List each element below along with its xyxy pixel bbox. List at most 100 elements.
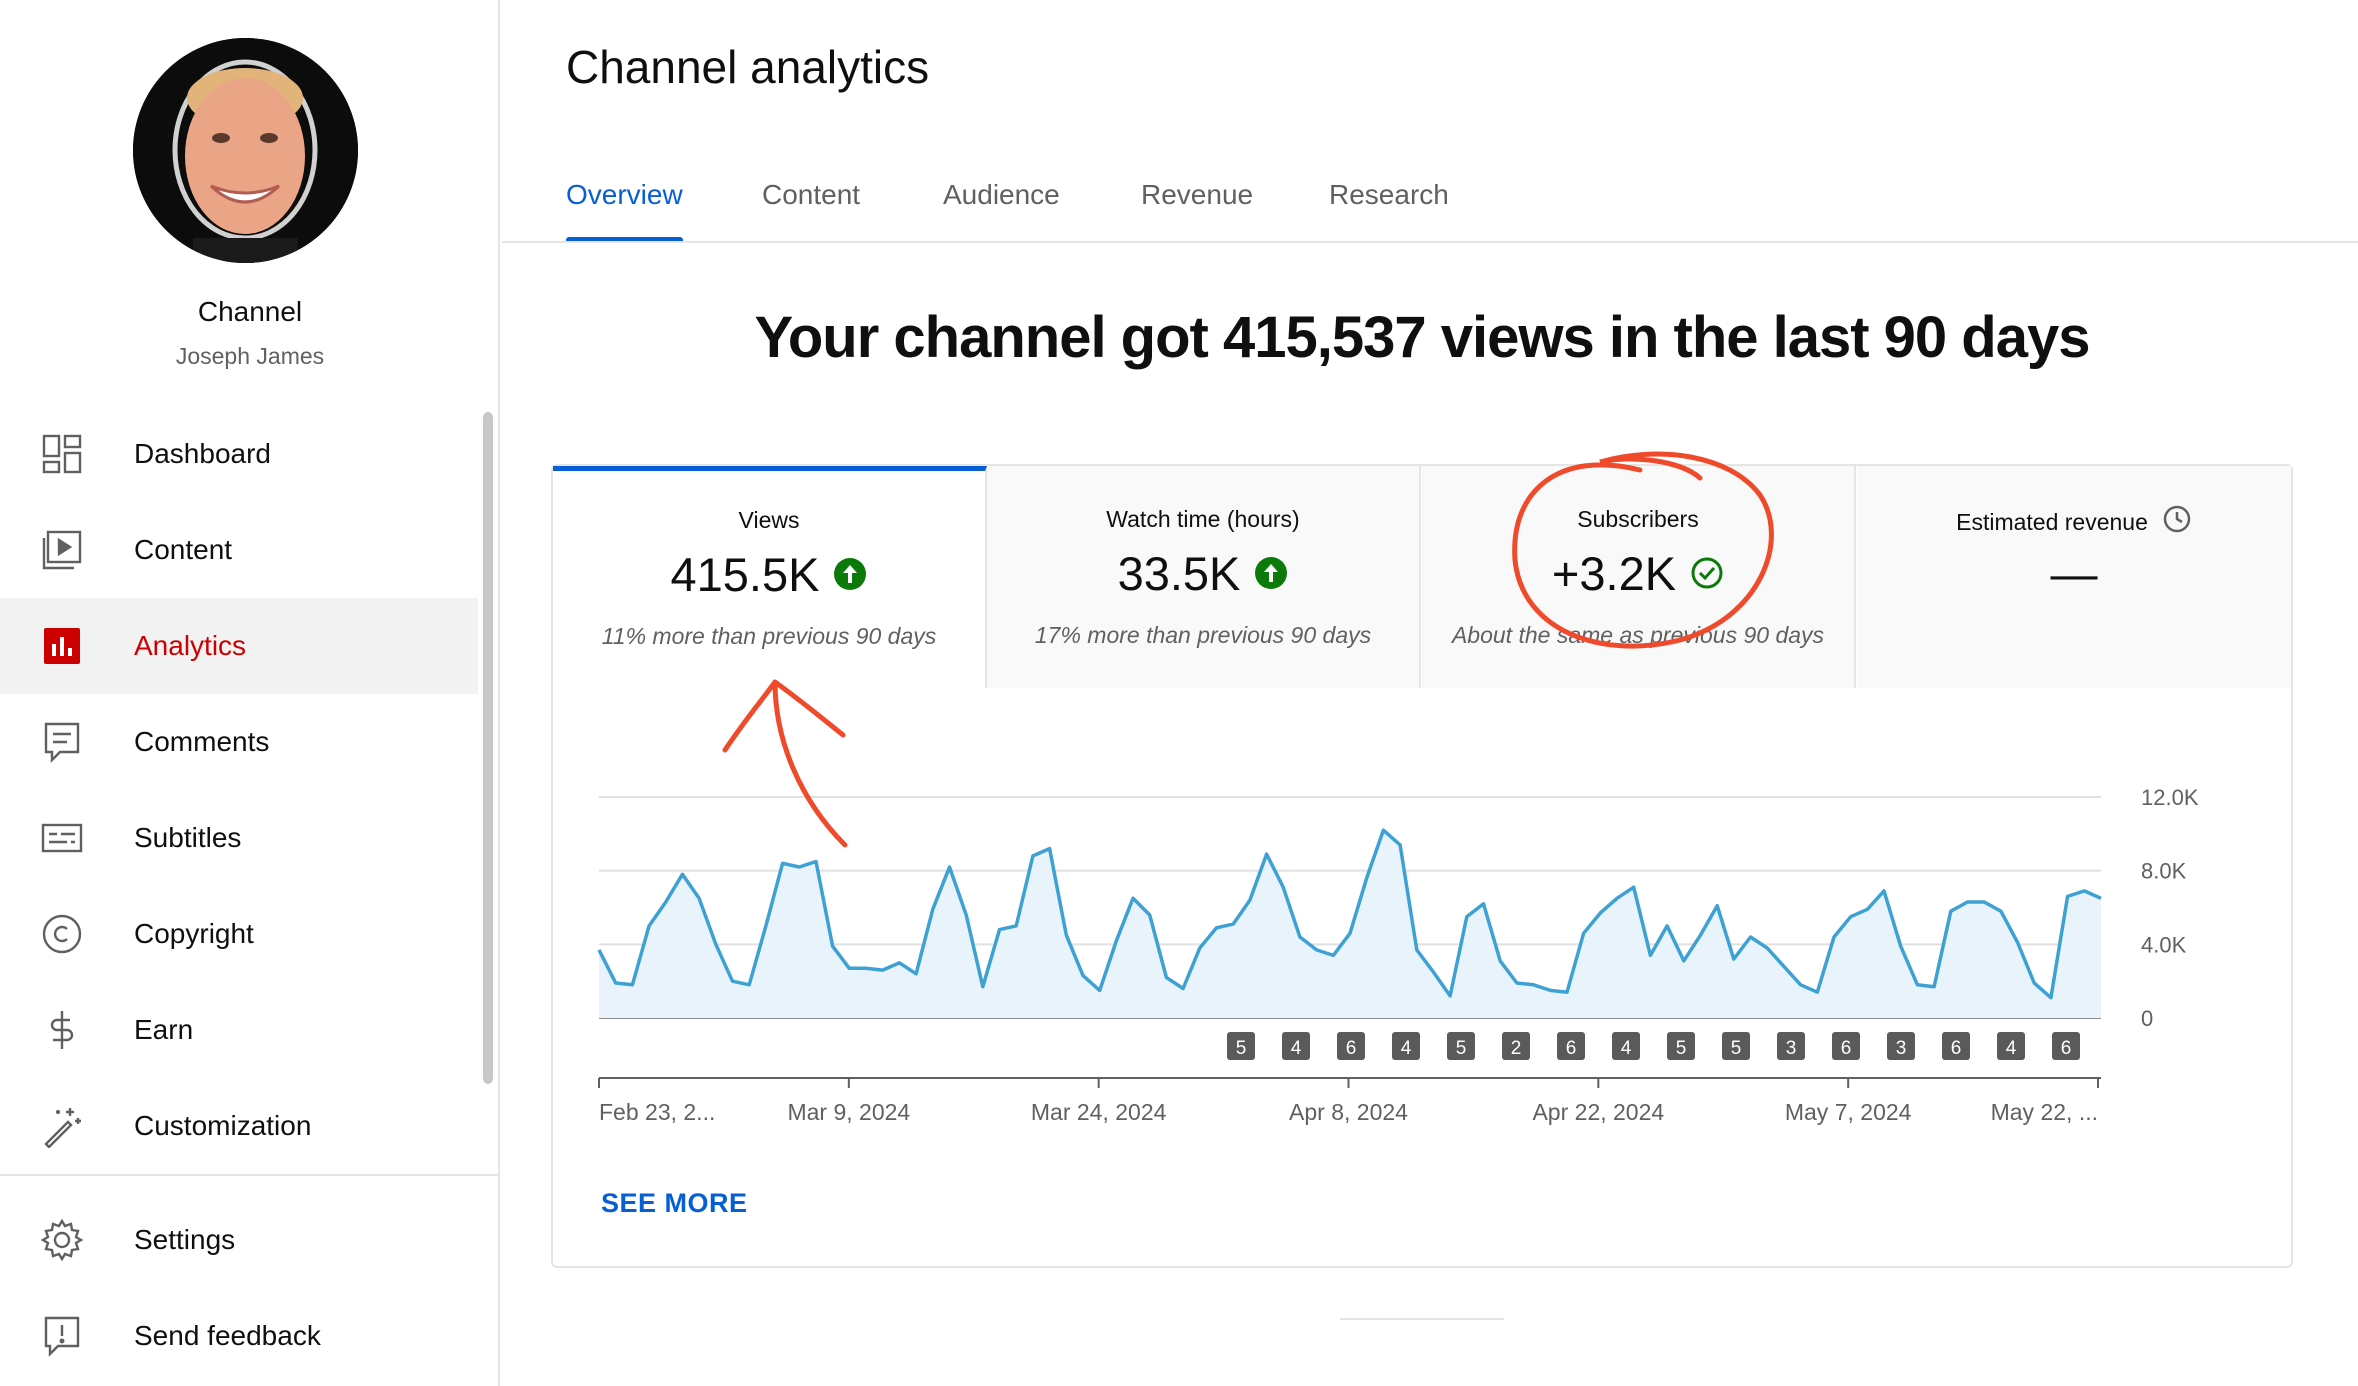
page-divider [1340,1318,1504,1320]
metric-views[interactable]: Views 415.5K 11% more than previous 90 d… [553,466,987,688]
sidebar-item-label: Dashboard [134,438,271,469]
metric-note: About the same as previous 90 days [1451,622,1825,648]
video-marker-label: 5 [1731,1038,1742,1059]
video-marker-label: 6 [1566,1038,1577,1059]
y-tick-label: 8.0K [2141,859,2187,884]
y-tick-label: 12.0K [2141,785,2199,810]
video-marker-label: 5 [1676,1038,1687,1059]
metric-estimated-revenue[interactable]: Estimated revenue — [1857,466,2291,688]
channel-avatar[interactable] [133,38,358,263]
video-marker-label: 5 [1456,1038,1467,1059]
metric-label: Estimated revenue [1956,509,2148,536]
tab-research[interactable]: Research [1329,179,1449,210]
up-arrow-icon [1254,546,1288,601]
metric-label: Subscribers [1577,506,1699,532]
up-arrow-icon [833,547,867,602]
sidebar-item-comments[interactable]: Comments [0,694,478,790]
video-marker [1942,1032,1970,1060]
video-marker [1392,1032,1420,1060]
sidebar-item-label: Subtitles [134,822,242,853]
sidebar-item-customization[interactable]: Customization [0,1078,478,1174]
metric-value-row: 33.5K [987,546,1419,605]
metric-value-row: +3.2K [1422,546,1854,605]
metric-label: Watch time (hours) [1106,506,1300,532]
sidebar-item-settings[interactable]: Settings [0,1192,478,1288]
sidebar-item-label: Content [134,534,233,565]
sidebar-item-content[interactable]: Content [0,502,478,598]
metric-watch-time[interactable]: Watch time (hours) 33.5K 17% more than p… [987,466,1421,688]
video-marker-label: 6 [1346,1038,1357,1059]
sidebar-item-dashboard[interactable]: Dashboard [0,406,478,502]
views-chart: 12.0K 8.0K 4.0K 0 5 4 6 4 5 2 6 4 5 5 3 6 3 6 4 6 Feb 23, 2.… [597,785,2199,1125]
video-marker [1337,1032,1365,1060]
video-marker-label: 3 [1896,1038,1907,1059]
video-marker [1612,1032,1640,1060]
video-marker [1832,1032,1860,1060]
video-marker [1447,1032,1475,1060]
sidebar-item-label: Copyright [134,918,254,949]
sidebar-item-copyright[interactable]: Copyright [0,886,478,982]
video-marker-label: 6 [2061,1038,2072,1059]
y-tick-label: 0 [2141,1006,2153,1031]
y-tick-label: 4.0K [2141,932,2187,957]
tab-audience[interactable]: Audience [943,179,1060,210]
video-marker [1227,1032,1255,1060]
sidebar: Channel Joseph James Dashboard Content [0,0,500,1386]
video-marker [1997,1032,2025,1060]
sidebar-item-send-feedback[interactable]: Send feedback [0,1288,478,1384]
tab-content[interactable]: Content [762,179,861,210]
tab-overview[interactable]: Overview [566,170,683,242]
feedback-icon [40,1314,84,1358]
sidebar-item-label: Customization [134,1110,312,1141]
page-title: Channel analytics [566,41,930,93]
subtitles-icon [40,816,84,860]
sidebar-item-label: Comments [134,726,270,757]
metric-value: +3.2K [1551,547,1677,600]
x-tick-label: Apr 22, 2024 [1532,1099,1664,1125]
video-marker-label: 4 [1621,1038,1632,1059]
dollar-icon [40,1008,84,1052]
x-tick-label: May 7, 2024 [1785,1099,1912,1125]
analytics-icon [40,624,84,668]
magic-wand-icon [40,1104,84,1148]
sidebar-scrollbar[interactable] [483,412,493,1084]
views-area [599,830,2101,1018]
x-tick-label: Mar 9, 2024 [787,1099,910,1125]
x-tick-label: May 22, ... [1991,1099,2098,1125]
video-marker [1777,1032,1805,1060]
sidebar-item-earn[interactable]: Earn [0,982,478,1078]
metric-note: 17% more than previous 90 days [1034,622,1372,648]
sidebar-item-subtitles[interactable]: Subtitles [0,790,478,886]
video-marker [1282,1032,1310,1060]
metric-subscribers[interactable]: Subscribers +3.2K About the same as prev… [1422,466,1856,688]
video-marker-label: 6 [1841,1038,1852,1059]
video-marker [2052,1032,2080,1060]
sidebar-item-label: Send feedback [134,1320,321,1351]
check-circle-icon [1690,546,1724,601]
video-marker-label: 2 [1511,1038,1522,1059]
video-marker [1887,1032,1915,1060]
video-marker-label: 4 [1291,1038,1302,1059]
metric-value: 415.5K [670,548,820,601]
tab-revenue[interactable]: Revenue [1141,179,1254,210]
video-marker-label: 5 [1236,1038,1247,1059]
video-marker [1722,1032,1750,1060]
copyright-icon [40,912,84,956]
metric-value: 33.5K [1117,547,1241,600]
video-marker-label: 4 [1401,1038,1412,1059]
sidebar-item-label: Analytics [134,630,247,661]
metric-value-row: 415.5K [553,547,985,606]
dashboard-icon [40,432,84,476]
x-tick-label: Apr 8, 2024 [1289,1099,1408,1125]
video-marker-label: 4 [2006,1038,2017,1059]
clock-icon[interactable] [2162,504,2192,540]
channel-name[interactable]: Joseph James [175,343,325,369]
see-more-button[interactable]: SEE MORE [601,1188,748,1218]
video-marker [1502,1032,1530,1060]
tabs-divider [502,241,2358,243]
sidebar-item-label: Settings [134,1224,236,1255]
channel-label: Channel [197,296,303,327]
sidebar-item-analytics[interactable]: Analytics [0,598,478,694]
metric-value: — [2050,547,2098,600]
video-marker [1667,1032,1695,1060]
